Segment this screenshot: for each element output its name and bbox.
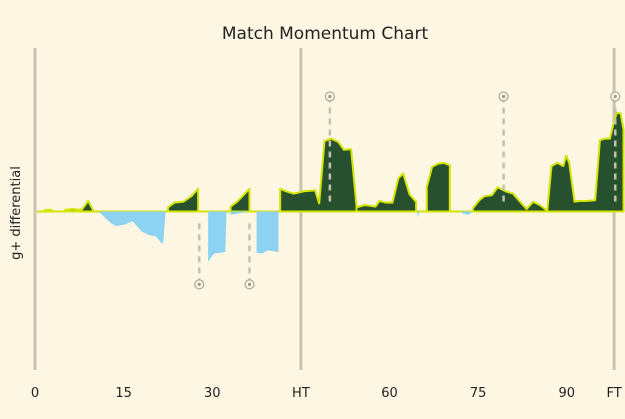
home-momentum-area-13 — [471, 111, 625, 213]
x-tick-label-90: 90 — [559, 386, 576, 401]
chart-title: Match Momentum Chart — [222, 24, 429, 44]
x-tick-label-75: 75 — [470, 386, 487, 401]
y-axis-label: g+ differential — [9, 166, 24, 260]
away-momentum-area-6 — [208, 211, 227, 262]
event-marker-dot-0 — [328, 94, 332, 99]
away-momentum-area-12 — [460, 211, 473, 215]
x-tick-label-30: 30 — [204, 386, 221, 401]
event-marker-dot-1 — [197, 282, 201, 286]
x-tick-label-15: 15 — [115, 386, 132, 401]
x-tick-label-60: 60 — [381, 386, 398, 401]
away-momentum-area-7 — [256, 211, 279, 254]
momentum-areas — [44, 111, 625, 262]
home-momentum-area-11 — [425, 161, 451, 213]
x-tick-label-ht: HT — [292, 386, 310, 401]
home-momentum-area-0 — [44, 208, 53, 213]
away-momentum-area-5 — [230, 211, 250, 215]
x-tick-label-ft: FT — [606, 386, 621, 401]
home-momentum-area-1 — [64, 200, 94, 213]
home-momentum-area-8 — [279, 137, 358, 213]
event-marker-dot-2 — [247, 282, 252, 286]
away-momentum-area-2 — [98, 211, 166, 244]
home-momentum-area-3 — [167, 187, 200, 213]
x-tick-label-0: 0 — [31, 386, 39, 401]
home-momentum-area-4 — [229, 187, 251, 213]
event-marker-dot-4 — [613, 94, 617, 99]
x-axis-ticks: 0 15 30 HT 60 75 90 FT — [31, 386, 622, 401]
home-momentum-area-9 — [355, 172, 418, 213]
event-marker-dot-3 — [501, 94, 506, 99]
event-markers — [194, 91, 621, 290]
away-momentum-area-10 — [417, 211, 420, 218]
